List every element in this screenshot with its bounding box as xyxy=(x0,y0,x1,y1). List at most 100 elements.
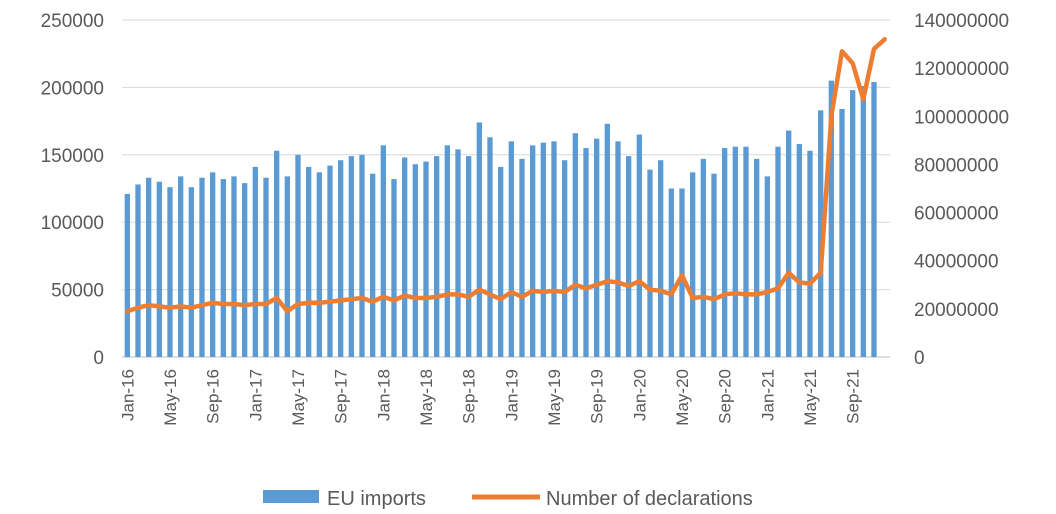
line-point xyxy=(765,290,769,294)
line-point xyxy=(733,291,737,295)
line-point xyxy=(264,302,268,306)
bar-series-eu-imports xyxy=(124,80,877,358)
bar xyxy=(466,156,472,357)
x-tick-label: Jan-19 xyxy=(502,369,521,421)
line-point xyxy=(829,114,833,118)
line-point xyxy=(488,292,492,296)
bar xyxy=(679,188,685,357)
line-point xyxy=(723,292,727,296)
bar xyxy=(146,177,152,357)
line-point xyxy=(605,279,609,283)
x-tick-label: May-20 xyxy=(673,369,692,426)
line-point xyxy=(840,49,844,53)
y-right-tick-label: 0 xyxy=(914,348,925,369)
line-point xyxy=(659,289,663,293)
line-point xyxy=(435,295,439,299)
line-point xyxy=(797,280,801,284)
line-point xyxy=(413,296,417,300)
line-point xyxy=(883,37,887,41)
bar xyxy=(615,141,621,357)
line-point xyxy=(584,286,588,290)
bar xyxy=(594,138,600,357)
line-point xyxy=(349,297,353,301)
line-point xyxy=(744,292,748,296)
x-tick-label: Jan-17 xyxy=(246,369,265,421)
bar xyxy=(487,137,493,357)
line-point xyxy=(392,298,396,302)
bar xyxy=(636,134,642,357)
left-axis: 0 50000 100000 150000 200000 250000 xyxy=(41,11,104,369)
y-right-tick-label: 60000000 xyxy=(914,204,999,225)
bar xyxy=(455,149,461,357)
bar xyxy=(124,193,130,357)
bar xyxy=(732,146,738,357)
bar xyxy=(252,166,258,357)
line-point xyxy=(221,302,225,306)
line-point xyxy=(595,283,599,287)
line-point xyxy=(787,271,791,275)
bar xyxy=(786,130,792,357)
line-point xyxy=(552,289,556,293)
bar xyxy=(423,161,429,357)
bar xyxy=(498,166,504,357)
bar xyxy=(476,122,482,357)
line-point xyxy=(627,284,631,288)
bar xyxy=(391,179,397,357)
bar xyxy=(743,146,749,357)
bar xyxy=(274,150,280,357)
line-point xyxy=(573,283,577,287)
bar xyxy=(508,141,514,357)
bar xyxy=(551,141,557,357)
line-point xyxy=(499,297,503,301)
y-left-tick-label: 100000 xyxy=(41,213,104,234)
line-point xyxy=(456,292,460,296)
line-point xyxy=(445,292,449,296)
line-point xyxy=(637,279,641,283)
bar xyxy=(167,187,173,357)
line-point xyxy=(616,280,620,284)
x-tick-label: Sep-19 xyxy=(588,369,607,424)
line-point xyxy=(531,289,535,293)
line-point xyxy=(232,302,236,306)
line-point xyxy=(755,292,759,296)
bar xyxy=(338,160,344,357)
line-point xyxy=(360,296,364,300)
line-point xyxy=(509,290,513,294)
bar xyxy=(658,160,664,357)
line-point xyxy=(872,47,876,51)
line-point xyxy=(157,304,161,308)
x-axis: Jan-16 May-16 Sep-16 Jan-17 May-17 Sep-17 Jan-… xyxy=(118,369,862,426)
y-left-tick-label: 0 xyxy=(93,348,104,369)
x-tick-label: May-18 xyxy=(417,369,436,426)
x-tick-label: Sep-17 xyxy=(332,369,351,424)
line-point xyxy=(243,303,247,307)
legend-label-declarations: Number of declarations xyxy=(546,488,753,510)
line-point xyxy=(317,301,321,305)
x-tick-label: May-16 xyxy=(161,369,180,426)
bar xyxy=(295,154,301,357)
bar xyxy=(839,108,845,357)
bar xyxy=(359,154,365,357)
line-point xyxy=(819,271,823,275)
line-point xyxy=(147,303,151,307)
line-point xyxy=(520,295,524,299)
line-point xyxy=(541,290,545,294)
bar xyxy=(530,145,536,357)
line-point xyxy=(680,273,684,277)
line-point xyxy=(200,303,204,307)
line-point xyxy=(285,309,289,313)
bar xyxy=(156,181,162,357)
bar xyxy=(284,176,290,357)
legend: EU imports Number of declarations xyxy=(263,488,753,510)
bar xyxy=(178,176,184,357)
line-point xyxy=(136,306,140,310)
y-left-tick-label: 200000 xyxy=(41,78,104,99)
line-point xyxy=(563,290,567,294)
y-right-tick-label: 140000000 xyxy=(914,11,1009,32)
bar xyxy=(434,156,440,357)
x-tick-label: Sep-21 xyxy=(844,369,863,424)
x-tick-label: Jan-20 xyxy=(630,369,649,421)
bar xyxy=(380,145,386,357)
x-tick-label: Jan-18 xyxy=(374,369,393,421)
y-right-tick-label: 100000000 xyxy=(914,107,1009,128)
